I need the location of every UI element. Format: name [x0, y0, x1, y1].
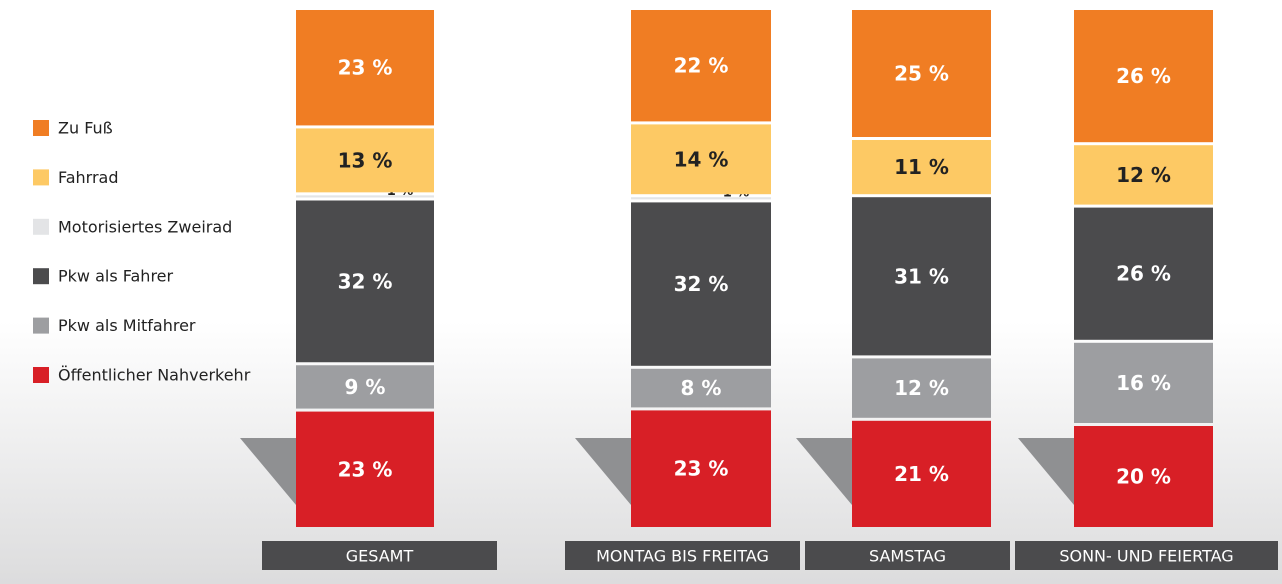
- bar-segment: [1074, 342, 1213, 423]
- bar-segment: [1074, 426, 1213, 527]
- legend-swatch: [33, 317, 49, 334]
- category-label: GESAMT: [346, 547, 414, 566]
- legend-label: Zu Fuß: [58, 119, 113, 138]
- value-label: 14 %: [674, 147, 729, 171]
- category-box: [1015, 541, 1278, 570]
- legend-label: Pkw als Fahrer: [58, 267, 174, 286]
- legend-label: Fahrrad: [58, 168, 119, 187]
- category-box: [262, 541, 497, 570]
- legend-swatch: [33, 268, 49, 285]
- bar-segment: [631, 410, 771, 527]
- value-label: 20 %: [1116, 465, 1171, 489]
- value-label: 16 %: [1116, 371, 1171, 395]
- bar-segment: [631, 202, 771, 366]
- bar-segment: [296, 128, 434, 193]
- bar-segment: [852, 140, 991, 195]
- bar-segment: [1074, 207, 1213, 340]
- shadow: [1018, 438, 1074, 505]
- shadow: [796, 438, 852, 505]
- legend-swatch: [33, 169, 49, 186]
- legend-label: Pkw als Mitfahrer: [58, 316, 196, 335]
- value-label: 25 %: [894, 62, 949, 86]
- value-label: 21 %: [894, 462, 949, 486]
- value-label: 9 %: [345, 375, 386, 399]
- bar-segment: [296, 200, 434, 363]
- bar-segment: [296, 10, 434, 126]
- legend-swatch: [33, 367, 49, 383]
- category-label: MONTAG BIS FREITAG: [596, 547, 769, 566]
- category-label: SONN- UND FEIERTAG: [1059, 547, 1233, 566]
- bar-segment: [296, 195, 434, 198]
- shadow: [575, 438, 631, 505]
- legend-label: Öffentlicher Nahverkehr: [58, 366, 251, 385]
- bar-segment: [296, 411, 434, 527]
- value-label: 11 %: [894, 155, 949, 179]
- shadow: [240, 438, 296, 505]
- value-label: 22 %: [674, 54, 729, 78]
- bar-segment: [852, 358, 991, 418]
- bar-segment: [631, 10, 771, 122]
- value-label: 26 %: [1116, 64, 1171, 88]
- legend-label: Motorisiertes Zweirad: [58, 217, 232, 236]
- bar-segment: [1074, 10, 1213, 143]
- bar-segment: [631, 368, 771, 408]
- bar-segment: [852, 197, 991, 356]
- bar-segment: [631, 197, 771, 200]
- value-label: 12 %: [894, 376, 949, 400]
- legend-swatch: [33, 218, 49, 235]
- bar-segment: [852, 420, 991, 527]
- value-label: 32 %: [674, 272, 729, 296]
- legend-swatch: [33, 120, 49, 136]
- bar-segment: [296, 365, 434, 409]
- value-label: 23 %: [338, 56, 393, 80]
- value-label: 26 %: [1116, 262, 1171, 286]
- value-label: 31 %: [894, 264, 949, 288]
- value-label: 32 %: [338, 269, 393, 293]
- value-label: 12 %: [1116, 163, 1171, 187]
- bar-segment: [1074, 145, 1213, 205]
- value-label: 23 %: [674, 457, 729, 481]
- category-box: [565, 541, 800, 570]
- value-label: 8 %: [681, 376, 722, 400]
- bar-segment: [852, 10, 991, 137]
- category-label: SAMSTAG: [869, 547, 946, 566]
- value-label: 13 %: [338, 148, 393, 172]
- value-label: 23 %: [338, 457, 393, 481]
- bar-segment: [631, 124, 771, 195]
- category-box: [805, 541, 1010, 570]
